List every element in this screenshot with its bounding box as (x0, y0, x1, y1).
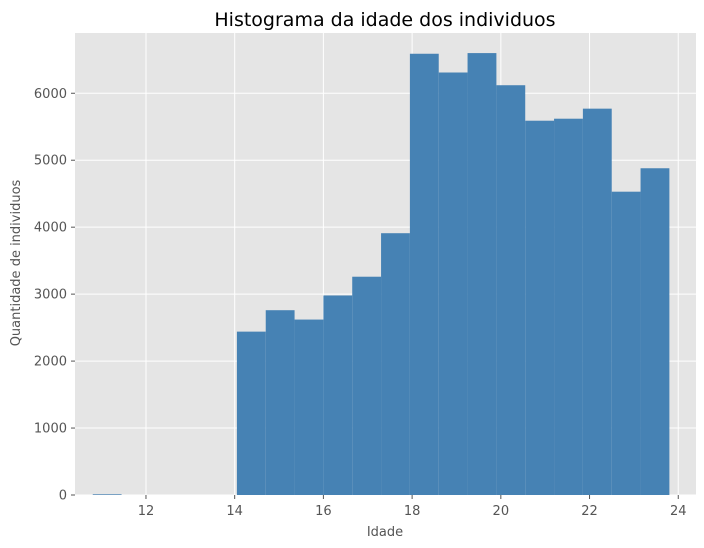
y-tick-label: 1000 (34, 422, 67, 437)
histogram-bar (640, 168, 670, 495)
chart-title: Histograma da idade dos individuos (214, 9, 555, 31)
x-tick-label: 18 (404, 504, 421, 519)
histogram-bar (409, 53, 439, 495)
bars-group (92, 53, 670, 496)
x-axis-label: Idade (367, 525, 403, 540)
y-tick-label: 4000 (34, 221, 67, 236)
histogram-bar (323, 295, 353, 495)
histogram-bar (611, 191, 641, 495)
histogram-bar (92, 494, 122, 495)
y-tick-label: 0 (59, 489, 67, 504)
y-tick-label: 6000 (34, 87, 67, 102)
x-tick-label: 14 (226, 504, 243, 519)
x-tick-label: 20 (493, 504, 510, 519)
x-tick-label: 24 (670, 504, 687, 519)
histogram-bar (265, 310, 295, 495)
x-tick-label: 16 (315, 504, 332, 519)
x-axis-ticks: 12 14 16 18 20 22 24 (138, 495, 687, 519)
y-tick-label: 3000 (34, 288, 67, 303)
y-tick-label: 5000 (34, 154, 67, 169)
histogram-bar (381, 233, 410, 495)
x-tick-label: 12 (138, 504, 155, 519)
x-tick-label: 22 (581, 504, 598, 519)
histogram-bar (554, 118, 583, 495)
y-axis-label: Quantidade de individuos (9, 179, 24, 346)
histogram-bar (352, 276, 382, 495)
histogram-bar (294, 319, 324, 495)
histogram-bar (582, 108, 612, 496)
y-tick-label: 2000 (34, 355, 67, 370)
histogram-bar (496, 85, 526, 496)
histogram-bar (525, 120, 555, 495)
histogram-bar (467, 53, 497, 496)
histogram-bar (438, 72, 468, 496)
y-axis-ticks: 0 1000 2000 3000 4000 5000 6000 (34, 87, 75, 504)
histogram-bar (236, 331, 266, 495)
